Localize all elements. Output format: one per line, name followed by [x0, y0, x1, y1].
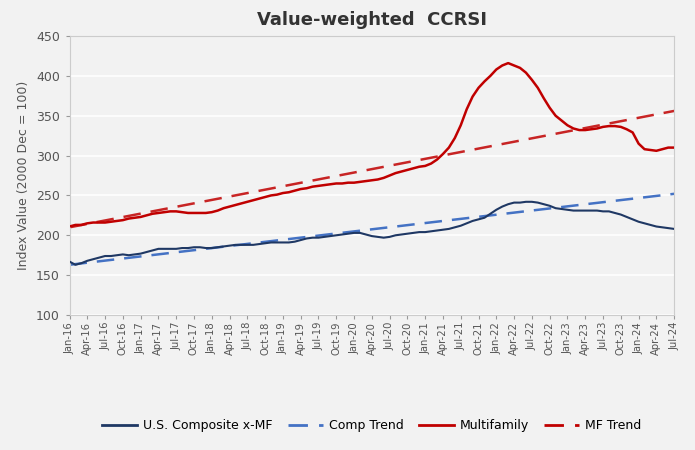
Legend: U.S. Composite x-MF, Comp Trend, Multifamily, MF Trend: U.S. Composite x-MF, Comp Trend, Multifa…: [97, 414, 647, 437]
Y-axis label: Index Value (2000 Dec = 100): Index Value (2000 Dec = 100): [17, 81, 31, 270]
Title: Value-weighted  CCRSI: Value-weighted CCRSI: [257, 11, 486, 29]
